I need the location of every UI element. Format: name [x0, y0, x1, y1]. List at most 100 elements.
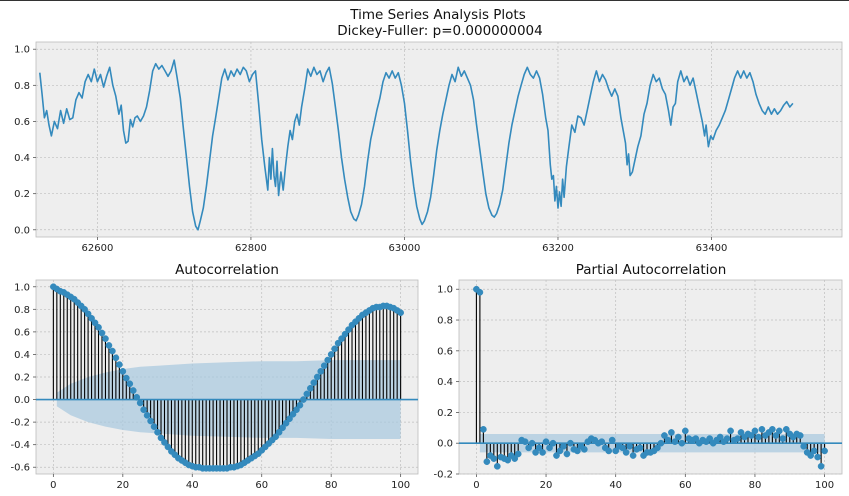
stem-marker	[115, 361, 123, 368]
stem-marker	[821, 447, 828, 455]
pacf-chart: 0 20 40 60 80 100 -0.2 0.0 0.2 0.4 0.6 0.8 1.0	[433, 279, 843, 491]
top-border	[0, 0, 849, 1]
stem-marker	[147, 417, 154, 425]
stem-marker	[574, 447, 581, 455]
stem-marker	[514, 450, 522, 458]
x-tick-label: 62800	[235, 243, 267, 254]
y-tick-label: 0.2	[14, 189, 30, 200]
stem-marker	[619, 444, 626, 452]
stem-marker	[612, 447, 620, 455]
stem-marker	[532, 449, 539, 456]
stem-marker	[535, 444, 543, 452]
stem-marker	[608, 436, 616, 444]
stem-marker	[511, 455, 519, 462]
stem-marker	[668, 429, 675, 436]
stem-marker	[306, 384, 314, 392]
stem-marker	[598, 438, 606, 446]
stem-marker	[286, 415, 293, 423]
stem-marker	[755, 433, 762, 441]
stem-marker	[525, 444, 532, 452]
stem-marker	[560, 442, 567, 450]
figure-title-line2: Dickey-Fuller: p=0.000000004	[337, 23, 542, 39]
stem-marker	[324, 356, 332, 364]
acf-chart: 0 20 40 60 80 100 -0.6 -0.4 -0.2 0.0 0.2 0.4 0.6 0.8 1…	[10, 279, 419, 491]
x-tick-label: 100	[815, 480, 834, 491]
stem-marker	[310, 379, 318, 386]
y-tick-label: -0.6	[10, 463, 30, 474]
stem-marker	[282, 419, 290, 427]
stem-marker	[105, 342, 113, 349]
stem-marker	[546, 444, 553, 452]
stem-marker	[122, 374, 130, 382]
stem-marker	[109, 347, 116, 355]
pacf-title: Partial Autocorrelation	[576, 262, 727, 278]
y-tick-label: 0.0	[14, 225, 30, 236]
stem-marker	[275, 428, 283, 436]
y-tick-label: -0.2	[10, 418, 30, 429]
stem-marker	[112, 354, 120, 362]
stem-marker	[775, 427, 783, 435]
stem-marker	[810, 447, 818, 455]
x-tick-label: 63200	[542, 243, 574, 254]
stem-marker	[91, 319, 99, 327]
stem-marker	[476, 288, 484, 296]
stem-marker	[622, 449, 630, 456]
stem-marker	[331, 345, 339, 353]
stem-marker	[796, 432, 804, 439]
y-tick-label: 0.0	[437, 439, 453, 450]
stem-marker	[289, 410, 297, 418]
x-tick-label: 80	[325, 480, 338, 491]
y-tick-label: 0.0	[14, 395, 30, 406]
stem-marker	[140, 406, 148, 414]
stem-marker	[814, 453, 821, 461]
stem-marker	[580, 446, 588, 453]
stem-marker	[164, 443, 172, 451]
y-tick-label: 0.8	[437, 316, 453, 327]
x-tick-label: 0	[473, 480, 479, 491]
y-tick-label: 0.6	[14, 327, 30, 338]
stem-marker	[734, 435, 741, 442]
x-tick-label: 62600	[82, 243, 114, 254]
stem-marker	[88, 314, 95, 322]
stem-marker	[84, 310, 92, 318]
stem-marker	[272, 433, 279, 441]
stem-marker	[154, 428, 161, 436]
y-tick-label: 0.4	[14, 350, 30, 361]
stem-marker	[490, 455, 498, 462]
stem-marker	[549, 439, 557, 447]
y-tick-label: 0.2	[14, 373, 30, 384]
y-tick-label: -0.2	[433, 470, 453, 481]
acf-title: Autocorrelation	[175, 262, 279, 278]
stem-marker	[95, 324, 102, 331]
stem-marker	[102, 335, 109, 343]
stem-marker	[480, 425, 487, 433]
stem-marker	[758, 425, 766, 433]
stem-marker	[553, 452, 560, 459]
stem-marker	[539, 449, 546, 456]
stem-marker	[161, 439, 168, 446]
stem-marker	[119, 368, 127, 375]
stem-marker	[681, 427, 689, 435]
stem-marker	[542, 438, 550, 446]
stem-marker	[279, 424, 286, 432]
y-tick-label: 1.0	[14, 282, 30, 293]
stem-marker	[727, 427, 734, 435]
stem-marker	[723, 435, 731, 442]
stem-marker	[678, 439, 686, 447]
x-tick-label: 0	[50, 480, 56, 491]
stem-marker	[338, 335, 345, 343]
stem-marker	[772, 432, 780, 439]
x-tick-label: 20	[540, 480, 553, 491]
y-tick-label: 0.4	[437, 377, 453, 388]
x-tick-label: 100	[391, 480, 410, 491]
stem-marker	[136, 399, 144, 407]
x-tick-label: 63400	[696, 243, 728, 254]
stem-marker	[807, 452, 815, 459]
stem-marker	[605, 447, 613, 455]
stem-marker	[706, 435, 714, 442]
stem-marker	[300, 396, 307, 403]
stem-marker	[521, 438, 529, 446]
stem-marker	[636, 444, 644, 452]
stem-marker	[81, 305, 88, 313]
stem-marker	[317, 368, 325, 375]
